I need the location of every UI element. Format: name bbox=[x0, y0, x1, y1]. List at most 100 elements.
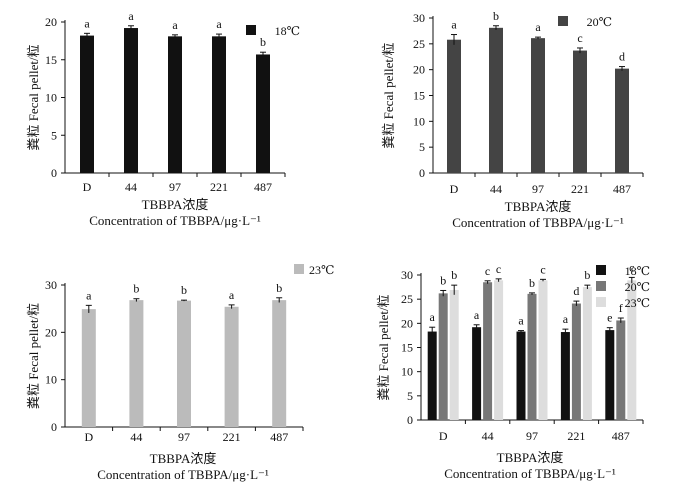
significance-label: c bbox=[485, 264, 490, 278]
y-tick-label: 0 bbox=[419, 166, 425, 180]
y-tick-label: 15 bbox=[401, 341, 413, 355]
legend-swatch bbox=[596, 297, 606, 307]
chart-3: 0 10 20 30 Da 44 b 97 b 221 a 487 b 粪粒 Fecal pellet/粒… bbox=[26, 263, 334, 482]
bar bbox=[538, 280, 548, 420]
x-tick-label: D bbox=[439, 429, 448, 443]
significance-label: a bbox=[128, 9, 134, 23]
bar bbox=[256, 54, 270, 174]
legend-swatch bbox=[294, 264, 304, 274]
y-tick-label: 30 bbox=[401, 268, 413, 282]
significance-label: b bbox=[440, 273, 446, 287]
significance-label: b bbox=[260, 35, 266, 49]
x-tick-label: 221 bbox=[210, 180, 228, 194]
legend-label: 23℃ bbox=[309, 263, 334, 277]
bar bbox=[272, 300, 287, 427]
significance-label: b bbox=[493, 9, 499, 23]
y-tick-label: 30 bbox=[413, 11, 425, 25]
significance-label: a bbox=[229, 288, 235, 302]
x-tick-label: 487 bbox=[254, 180, 272, 194]
significance-label: d bbox=[619, 50, 625, 64]
x-tick-label: 487 bbox=[613, 182, 631, 196]
bar bbox=[224, 306, 239, 427]
significance-label: c bbox=[577, 31, 582, 45]
bar bbox=[616, 320, 626, 420]
x-tick-label: 97 bbox=[526, 429, 538, 443]
significance-label: a bbox=[563, 312, 569, 326]
bar bbox=[80, 35, 94, 174]
x-tick-label: 97 bbox=[169, 180, 181, 194]
chart-1: 0 5 10 15 20 Da 44 a 97 a 221 a 487 b 粪粒 Fecal pellet/… bbox=[26, 9, 300, 228]
bar bbox=[81, 309, 96, 427]
significance-label: a bbox=[518, 314, 524, 328]
y-tick-label: 0 bbox=[407, 413, 413, 427]
legend-label: 18℃ bbox=[625, 264, 650, 278]
bar bbox=[571, 303, 581, 420]
y-tick-label: 0 bbox=[51, 420, 57, 434]
x-tick-label: D bbox=[83, 180, 92, 194]
y-tick-label: 20 bbox=[45, 15, 57, 29]
significance-label: a bbox=[84, 16, 90, 30]
x-tick-label: D bbox=[450, 182, 459, 196]
y-axis-label: 粪粒 Fecal pellet/粒 bbox=[381, 42, 396, 148]
y-tick-label: 20 bbox=[45, 325, 57, 339]
x-tick-label: D bbox=[84, 430, 93, 444]
y-tick-label: 5 bbox=[419, 140, 425, 154]
significance-label: e bbox=[607, 311, 612, 325]
significance-label: b bbox=[584, 268, 590, 282]
x-axis-label-en: Concentration of TBBPA/μg·L⁻¹ bbox=[89, 213, 261, 228]
bar bbox=[615, 68, 629, 173]
legend-swatch bbox=[596, 265, 606, 275]
legend-label: 20℃ bbox=[625, 280, 650, 294]
bar bbox=[489, 27, 503, 173]
bar bbox=[582, 287, 592, 420]
bar bbox=[627, 280, 637, 420]
significance-label: a bbox=[430, 310, 436, 324]
bar bbox=[438, 293, 448, 420]
significance-label: c bbox=[629, 260, 634, 274]
y-axis-label: 粪粒 Fecal pellet/粒 bbox=[26, 44, 41, 150]
y-tick-label: 10 bbox=[413, 114, 425, 128]
x-axis-label-zh: TBBPA浓度 bbox=[142, 197, 209, 212]
x-axis-label-zh: TBBPA浓度 bbox=[150, 451, 217, 466]
y-tick-label: 25 bbox=[401, 292, 413, 306]
legend-label: 20℃ bbox=[587, 15, 612, 29]
bar bbox=[573, 50, 587, 173]
x-axis-label-en: Concentration of TBBPA/μg·L⁻¹ bbox=[97, 467, 269, 482]
x-axis-label-en: Concentration of TBBPA/μg·L⁻¹ bbox=[452, 215, 624, 230]
bar bbox=[527, 293, 537, 420]
x-axis-label-zh: TBBPA浓度 bbox=[505, 199, 572, 214]
bar bbox=[483, 282, 493, 420]
x-tick-label: 487 bbox=[612, 429, 630, 443]
x-tick-label: 221 bbox=[223, 430, 241, 444]
significance-label: b bbox=[181, 283, 187, 297]
y-tick-label: 5 bbox=[51, 128, 57, 142]
significance-label: a bbox=[535, 20, 541, 34]
x-tick-label: 97 bbox=[532, 182, 544, 196]
significance-label: b bbox=[133, 282, 139, 296]
y-tick-label: 5 bbox=[407, 389, 413, 403]
y-axis-label: 粪粒 Fecal pellet/粒 bbox=[26, 303, 41, 409]
y-tick-label: 15 bbox=[45, 53, 57, 67]
bar bbox=[212, 36, 226, 173]
legend-label: 18℃ bbox=[275, 24, 300, 38]
significance-label: a bbox=[172, 18, 178, 32]
bar bbox=[605, 330, 615, 420]
x-tick-label: 44 bbox=[482, 429, 494, 443]
y-tick-label: 20 bbox=[413, 63, 425, 77]
x-tick-label: 97 bbox=[178, 430, 190, 444]
legend-label: 23℃ bbox=[625, 296, 650, 310]
significance-label: c bbox=[540, 262, 545, 276]
y-tick-label: 30 bbox=[45, 278, 57, 292]
legend-swatch bbox=[246, 25, 256, 35]
y-tick-label: 20 bbox=[401, 316, 413, 330]
bar bbox=[516, 331, 526, 420]
y-tick-label: 10 bbox=[45, 91, 57, 105]
bar bbox=[124, 28, 138, 174]
chart-2: 0 5 10 15 20 25 30 Da 44 b 97 a 221 c 487 d 粪粒 Fecal pel… bbox=[381, 9, 644, 230]
bar bbox=[449, 289, 459, 420]
bar bbox=[129, 300, 144, 427]
significance-label: b bbox=[451, 268, 457, 282]
bar bbox=[531, 38, 545, 174]
bar bbox=[494, 280, 504, 420]
